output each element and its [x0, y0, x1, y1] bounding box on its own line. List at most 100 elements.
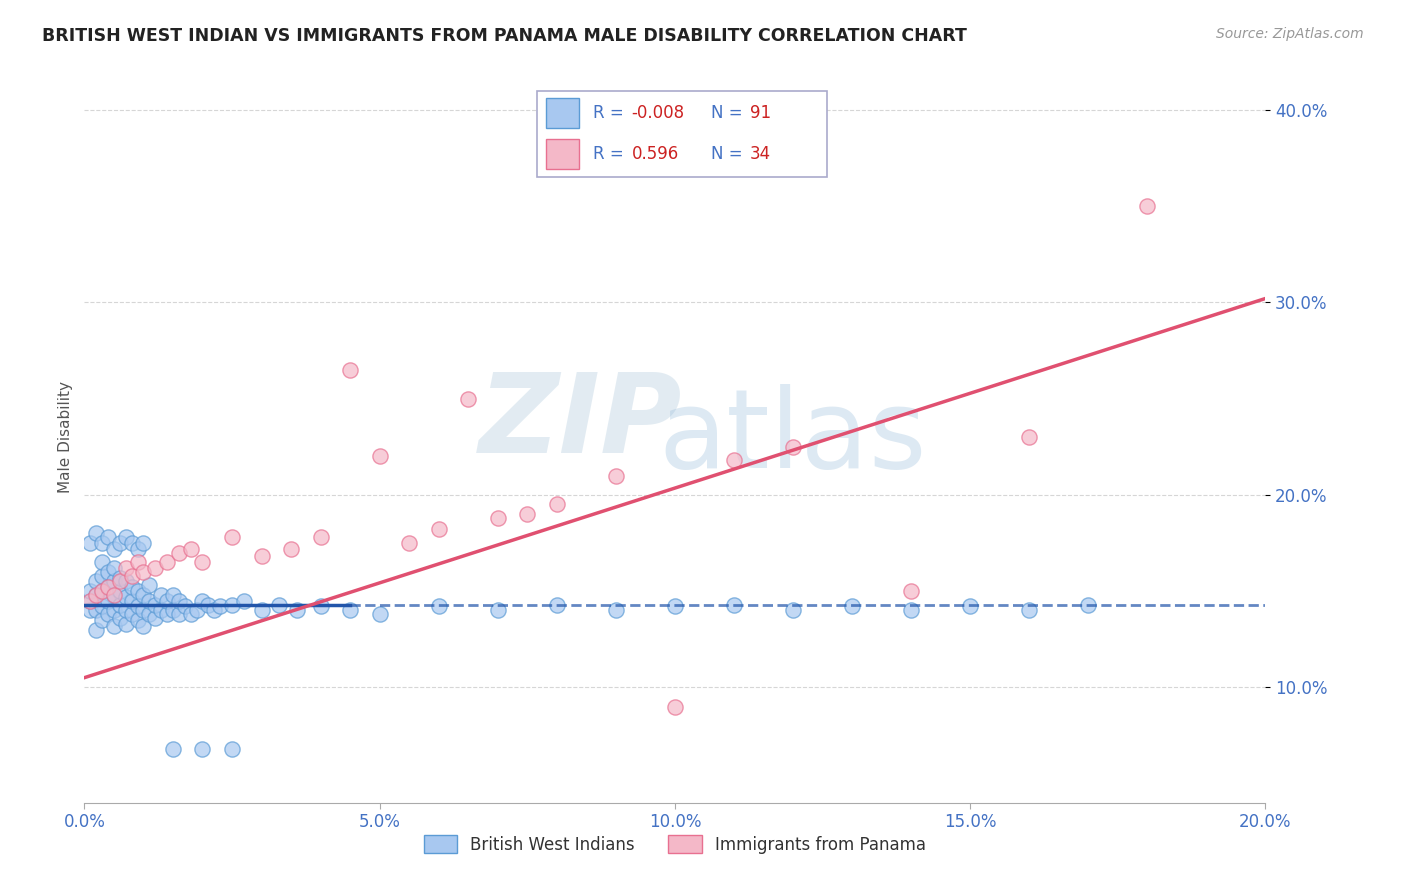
Point: [79, 536, 101, 550]
Point: [108, 536, 131, 550]
Point: [132, 588, 155, 602]
Point: [546, 598, 568, 612]
FancyBboxPatch shape: [546, 98, 579, 128]
Point: [121, 568, 143, 582]
FancyBboxPatch shape: [546, 139, 579, 169]
Point: [103, 588, 125, 602]
Point: [221, 742, 243, 756]
Point: [121, 580, 143, 594]
Point: [605, 468, 627, 483]
Point: [167, 593, 190, 607]
Point: [91, 584, 114, 599]
Point: [269, 598, 291, 612]
Point: [103, 541, 125, 556]
Point: [398, 536, 420, 550]
Point: [605, 603, 627, 617]
Point: [209, 599, 232, 614]
Point: [127, 541, 149, 556]
Legend: British West Indians, Immigrants from Panama: British West Indians, Immigrants from Pa…: [418, 829, 932, 860]
Point: [114, 574, 136, 589]
Point: [108, 584, 131, 599]
Point: [202, 603, 225, 617]
Point: [221, 530, 243, 544]
Point: [84, 526, 107, 541]
Point: [91, 568, 114, 582]
Point: [309, 599, 332, 614]
Text: N =: N =: [711, 104, 748, 122]
Point: [180, 541, 202, 556]
Point: [84, 588, 107, 602]
Text: 34: 34: [749, 145, 770, 163]
Text: BRITISH WEST INDIAN VS IMMIGRANTS FROM PANAMA MALE DISABILITY CORRELATION CHART: BRITISH WEST INDIAN VS IMMIGRANTS FROM P…: [42, 27, 967, 45]
Point: [143, 611, 166, 625]
Point: [84, 574, 107, 589]
Point: [339, 362, 361, 376]
Point: [368, 450, 391, 464]
Point: [1018, 430, 1040, 444]
Point: [91, 584, 114, 599]
Text: R =: R =: [593, 145, 630, 163]
Point: [79, 584, 101, 599]
Point: [138, 593, 160, 607]
Point: [150, 588, 173, 602]
Point: [723, 453, 745, 467]
Point: [162, 588, 184, 602]
Point: [91, 536, 114, 550]
Point: [427, 523, 450, 537]
Point: [138, 607, 160, 622]
Point: [103, 618, 125, 632]
Point: [191, 742, 214, 756]
FancyBboxPatch shape: [537, 91, 827, 177]
Point: [143, 561, 166, 575]
Point: [97, 565, 120, 579]
Point: [782, 603, 804, 617]
Point: [900, 603, 922, 617]
Point: [103, 561, 125, 575]
Point: [167, 607, 190, 622]
Point: [97, 580, 120, 594]
Point: [959, 599, 981, 614]
Point: [132, 565, 155, 579]
Point: [782, 440, 804, 454]
Point: [191, 555, 214, 569]
Point: [156, 593, 179, 607]
Point: [103, 574, 125, 589]
Text: R =: R =: [593, 104, 630, 122]
Text: atlas: atlas: [659, 384, 927, 491]
Point: [84, 603, 107, 617]
Point: [191, 593, 214, 607]
Point: [114, 616, 136, 631]
Point: [546, 498, 568, 512]
Point: [167, 545, 190, 559]
Point: [186, 603, 208, 617]
Point: [156, 607, 179, 622]
Point: [97, 607, 120, 622]
Point: [108, 574, 131, 589]
Text: 91: 91: [749, 104, 770, 122]
Point: [103, 588, 125, 602]
Point: [127, 555, 149, 569]
Point: [250, 549, 273, 564]
Point: [162, 603, 184, 617]
Point: [91, 599, 114, 614]
Point: [97, 580, 120, 594]
Point: [1018, 603, 1040, 617]
Point: [84, 588, 107, 602]
Point: [121, 536, 143, 550]
Text: N =: N =: [711, 145, 748, 163]
Point: [723, 598, 745, 612]
Point: [156, 555, 179, 569]
Text: ZIP: ZIP: [478, 369, 682, 476]
Point: [91, 613, 114, 627]
Point: [180, 607, 202, 622]
Point: [121, 593, 143, 607]
Point: [150, 603, 173, 617]
Point: [127, 613, 149, 627]
Point: [108, 611, 131, 625]
Point: [114, 561, 136, 575]
Point: [232, 593, 254, 607]
Text: -0.008: -0.008: [631, 104, 685, 122]
Point: [486, 603, 509, 617]
Point: [79, 593, 101, 607]
Point: [108, 571, 131, 585]
